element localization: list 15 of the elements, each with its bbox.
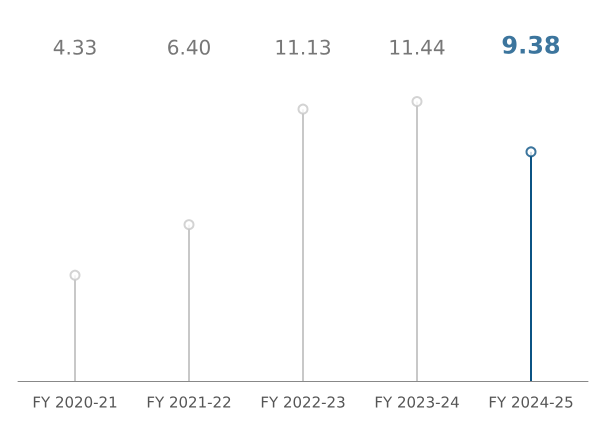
point	[412, 96, 422, 108]
x-tick-label: FY 2024-25	[488, 394, 574, 412]
data-label: 11.13	[274, 36, 332, 60]
x-tick-label: FY 2021-22	[146, 394, 232, 412]
x-tick-label: FY 2022-23	[260, 394, 346, 412]
point	[298, 104, 308, 115]
data-label: 4.33	[52, 36, 98, 60]
data-label: 6.40	[166, 36, 212, 60]
x-tick-label: FY 2020-21	[32, 394, 118, 412]
x-tick-label: FY 2023-24	[374, 394, 460, 412]
data-label: 9.38	[501, 32, 561, 60]
point	[184, 219, 194, 230]
point	[70, 270, 80, 281]
point	[526, 146, 536, 158]
data-label: 11.44	[388, 36, 446, 60]
